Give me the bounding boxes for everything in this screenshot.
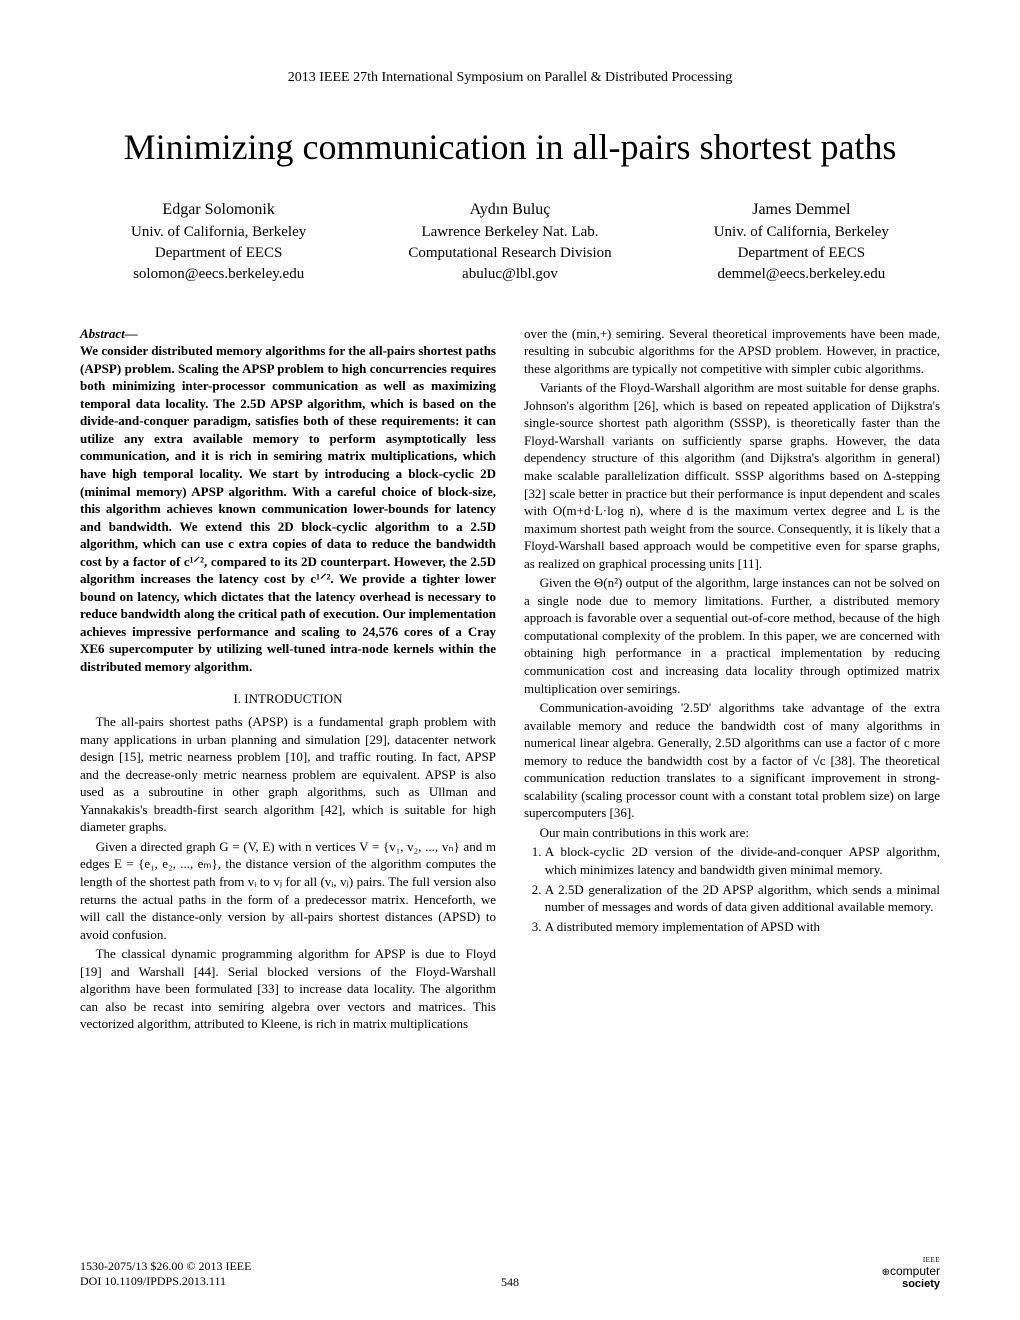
author-1: Edgar Solomonik Univ. of California, Ber… bbox=[131, 199, 306, 284]
ieee-computer-society-logo: IEEE ⊕computer society bbox=[882, 1254, 940, 1290]
col2-para-4: Communication-avoiding '2.5D' algorithms… bbox=[524, 699, 940, 822]
author-3-affil1: Univ. of California, Berkeley bbox=[714, 222, 889, 243]
page-number: 548 bbox=[501, 1275, 519, 1290]
author-2: Aydın Buluç Lawrence Berkeley Nat. Lab. … bbox=[408, 199, 611, 284]
paper-title: Minimizing communication in all-pairs sh… bbox=[80, 126, 940, 169]
conference-header: 2013 IEEE 27th International Symposium o… bbox=[80, 70, 940, 86]
left-column: Abstract— We consider distributed memory… bbox=[80, 325, 496, 1035]
footer-logo: IEEE ⊕computer society bbox=[882, 1254, 940, 1290]
right-column: over the (min,+) semiring. Several theor… bbox=[524, 325, 940, 1035]
col2-para-3: Given the Θ(n²) output of the algorithm,… bbox=[524, 574, 940, 697]
author-2-affil1: Lawrence Berkeley Nat. Lab. bbox=[408, 222, 611, 243]
contribution-3: A distributed memory implementation of A… bbox=[545, 918, 940, 936]
footer-copyright: 1530-2075/13 $26.00 © 2013 IEEE bbox=[80, 1259, 251, 1275]
author-2-affil2: Computational Research Division bbox=[408, 243, 611, 264]
page-footer: 1530-2075/13 $26.00 © 2013 IEEE DOI 10.1… bbox=[80, 1254, 940, 1290]
abstract-text: We consider distributed memory algorithm… bbox=[80, 342, 496, 675]
intro-para-2: Given a directed graph G = (V, E) with n… bbox=[80, 838, 496, 943]
col2-para-5: Our main contributions in this work are: bbox=[524, 824, 940, 842]
computer-text: computer bbox=[890, 1264, 940, 1278]
author-3: James Demmel Univ. of California, Berkel… bbox=[714, 199, 889, 284]
section-1-heading: I. INTRODUCTION bbox=[80, 690, 496, 708]
footer-left: 1530-2075/13 $26.00 © 2013 IEEE DOI 10.1… bbox=[80, 1259, 251, 1290]
author-1-affil2: Department of EECS bbox=[131, 243, 306, 264]
author-3-email: demmel@eecs.berkeley.edu bbox=[714, 264, 889, 285]
col2-para-1: over the (min,+) semiring. Several theor… bbox=[524, 325, 940, 378]
author-3-name: James Demmel bbox=[714, 199, 889, 221]
abstract-block: Abstract— We consider distributed memory… bbox=[80, 325, 496, 676]
author-1-email: solomon@eecs.berkeley.edu bbox=[131, 264, 306, 285]
abstract-label: Abstract— bbox=[80, 326, 138, 341]
contribution-1: A block-cyclic 2D version of the divide-… bbox=[545, 843, 940, 878]
contributions-list: A block-cyclic 2D version of the divide-… bbox=[524, 843, 940, 935]
col2-para-2: Variants of the Floyd-Warshall algorithm… bbox=[524, 379, 940, 572]
logo-circle-icon: ⊕ bbox=[882, 1267, 890, 1278]
author-2-email: abuluc@lbl.gov bbox=[408, 264, 611, 285]
author-1-name: Edgar Solomonik bbox=[131, 199, 306, 221]
contribution-2: A 2.5D generalization of the 2D APSP alg… bbox=[545, 881, 940, 916]
intro-para-3: The classical dynamic programming algori… bbox=[80, 945, 496, 1033]
body-columns: Abstract— We consider distributed memory… bbox=[80, 325, 940, 1035]
intro-para-1: The all-pairs shortest paths (APSP) is a… bbox=[80, 713, 496, 836]
authors-block: Edgar Solomonik Univ. of California, Ber… bbox=[80, 199, 940, 284]
ieee-text: IEEE bbox=[923, 1256, 940, 1264]
footer-doi: DOI 10.1109/IPDPS.2013.111 bbox=[80, 1274, 251, 1290]
society-text: society bbox=[902, 1278, 940, 1290]
author-3-affil2: Department of EECS bbox=[714, 243, 889, 264]
author-2-name: Aydın Buluç bbox=[408, 199, 611, 221]
author-1-affil1: Univ. of California, Berkeley bbox=[131, 222, 306, 243]
